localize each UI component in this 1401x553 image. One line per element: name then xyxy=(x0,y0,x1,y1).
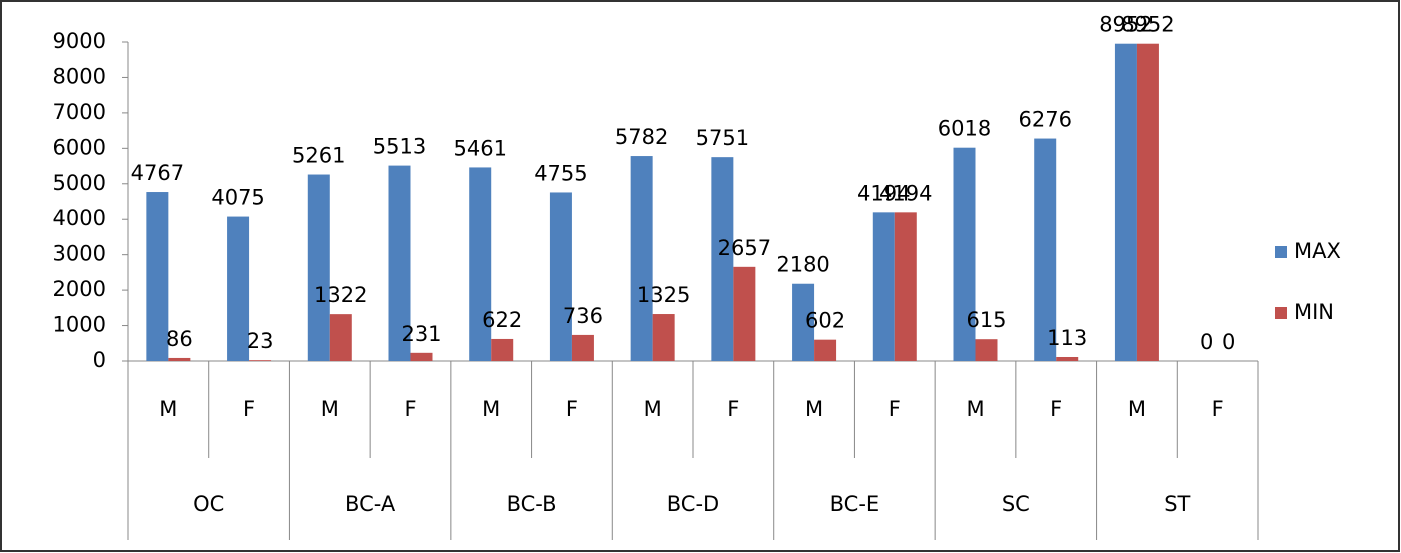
bar xyxy=(1136,43,1159,362)
bar xyxy=(894,212,917,361)
data-label: 231 xyxy=(401,322,441,346)
data-label: 6276 xyxy=(1018,108,1071,132)
bar xyxy=(814,339,837,361)
data-label: 1325 xyxy=(637,283,690,307)
bar xyxy=(168,357,191,361)
group-label: ST xyxy=(1164,492,1190,516)
legend-label: MAX xyxy=(1294,239,1341,263)
data-label: 1322 xyxy=(314,283,367,307)
legend-swatch xyxy=(1275,307,1287,319)
data-label: 5261 xyxy=(292,144,345,168)
x-tick-label: M xyxy=(805,397,823,421)
data-label: 113 xyxy=(1047,326,1087,350)
group-label: BC-B xyxy=(507,492,557,516)
bar xyxy=(630,156,653,361)
group-label: BC-E xyxy=(830,492,880,516)
x-tick-label: M xyxy=(159,397,177,421)
data-label: 6018 xyxy=(938,117,991,141)
x-tick-label: F xyxy=(889,397,901,421)
bar xyxy=(872,212,895,361)
group-label: OC xyxy=(193,492,224,516)
data-label: 5751 xyxy=(696,126,749,150)
bar xyxy=(571,334,594,361)
y-tick-label: 2000 xyxy=(53,277,106,301)
data-label: 5782 xyxy=(615,125,668,149)
bar xyxy=(491,338,514,361)
bar xyxy=(953,147,976,361)
bar xyxy=(146,192,169,361)
y-tick-label: 6000 xyxy=(53,135,106,159)
bar xyxy=(792,283,815,361)
x-tick-label: M xyxy=(1128,397,1146,421)
y-tick-label: 0 xyxy=(93,348,106,372)
legend-label: MIN xyxy=(1294,300,1334,324)
data-label: 4075 xyxy=(211,186,264,210)
bar xyxy=(307,174,330,361)
data-label: 2180 xyxy=(776,253,829,277)
data-label: 8952 xyxy=(1099,13,1152,37)
data-label: 736 xyxy=(563,304,603,328)
x-tick-label: F xyxy=(243,397,255,421)
data-label: 4755 xyxy=(534,161,587,185)
bar xyxy=(652,314,675,361)
x-tick-label: M xyxy=(482,397,500,421)
bar xyxy=(227,216,250,361)
data-label: 622 xyxy=(482,308,522,332)
y-tick-label: 3000 xyxy=(53,242,106,266)
data-label: 5513 xyxy=(373,135,426,159)
legend-swatch xyxy=(1275,246,1287,258)
bar xyxy=(1056,356,1079,361)
y-tick-label: 9000 xyxy=(53,29,106,53)
data-label: 0 xyxy=(1222,330,1235,354)
data-label: 4767 xyxy=(131,161,184,185)
data-label: 5461 xyxy=(453,136,506,160)
bar xyxy=(711,157,734,361)
bar xyxy=(249,360,272,361)
data-label: 602 xyxy=(805,309,845,333)
data-label: 4194 xyxy=(879,181,932,205)
data-label: 8952 xyxy=(1121,13,1174,37)
data-label: 23 xyxy=(247,329,274,353)
y-tick-label: 8000 xyxy=(53,64,106,88)
bar xyxy=(388,165,411,361)
bar xyxy=(1114,43,1137,362)
bar xyxy=(733,266,756,361)
bar xyxy=(469,167,492,361)
x-tick-label: F xyxy=(727,397,739,421)
x-tick-label: F xyxy=(1050,397,1062,421)
x-tick-label: F xyxy=(1212,397,1224,421)
bar xyxy=(975,339,998,361)
data-label: 615 xyxy=(966,308,1006,332)
data-label: 86 xyxy=(166,327,193,351)
y-tick-label: 5000 xyxy=(53,171,106,195)
x-tick-label: F xyxy=(404,397,416,421)
data-label: 4194 xyxy=(857,181,910,205)
x-tick-label: M xyxy=(644,397,662,421)
group-label: BC-A xyxy=(345,492,396,516)
bar xyxy=(410,352,433,361)
x-tick-label: F xyxy=(566,397,578,421)
group-label: BC-D xyxy=(667,492,719,516)
group-label: SC xyxy=(1002,492,1030,516)
data-label: 2657 xyxy=(718,236,771,260)
y-tick-label: 7000 xyxy=(53,100,106,124)
data-label: 0 xyxy=(1200,330,1213,354)
bar xyxy=(329,314,352,361)
x-tick-label: M xyxy=(966,397,984,421)
bar xyxy=(1034,138,1057,361)
y-tick-label: 4000 xyxy=(53,206,106,230)
x-tick-label: M xyxy=(321,397,339,421)
y-tick-label: 1000 xyxy=(53,313,106,337)
bar xyxy=(549,192,572,361)
